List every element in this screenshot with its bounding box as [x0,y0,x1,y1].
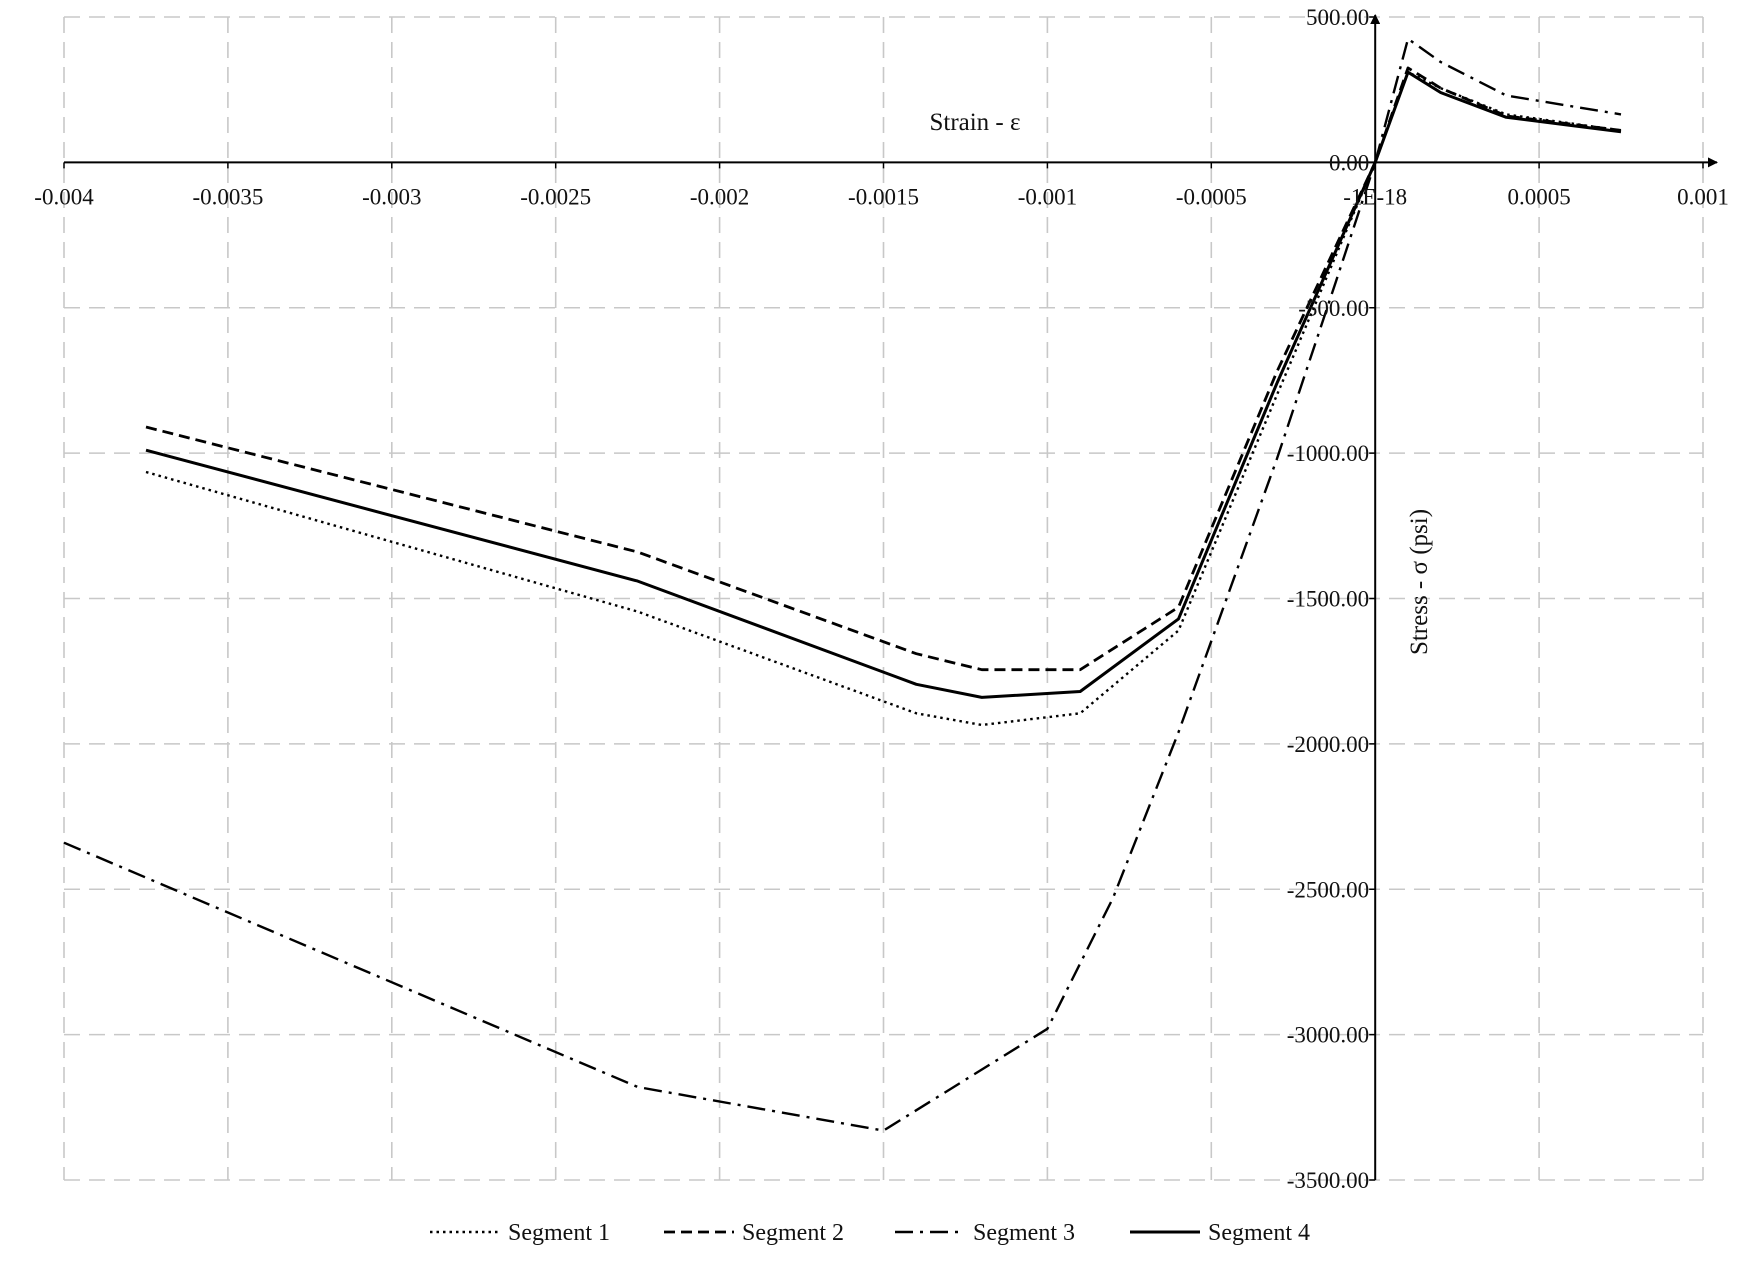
series-line-segment-2 [145,66,1622,672]
x-tick-label: 0.001 [1677,184,1729,209]
legend: Segment 1 Segment 2 Segment 3 Segment 4 [430,1220,1310,1246]
y-tick-label: -3000.00 [1287,1023,1369,1048]
x-tick-label: -0.004 [34,184,94,209]
y-tick-label: -2000.00 [1287,732,1369,757]
x-tick-label: -0.0035 [192,184,263,209]
x-tick-label: -0.002 [690,184,749,209]
x-tick-label: -0.0015 [848,184,919,209]
legend-label-segment-4: Segment 4 [1208,1220,1310,1246]
y-tick-label: 0.00 [1329,150,1369,175]
grid [63,16,1704,1181]
x-tick-label: -0.0005 [1176,184,1247,209]
legend-label-segment-1: Segment 1 [508,1220,610,1246]
series-line-segment-4 [145,70,1622,699]
legend-label-segment-2: Segment 2 [742,1220,844,1246]
x-axis-title: Strain - ε [929,109,1020,136]
series-line-segment-3 [63,37,1622,1132]
x-tick-label: -0.0025 [520,184,591,209]
y-tick-label: 500.00 [1306,5,1369,30]
x-tick-label: -0.001 [1018,184,1077,209]
legend-label-segment-3: Segment 3 [973,1220,1075,1246]
x-tick-label: 0.0005 [1507,184,1570,209]
y-axis-title: Stress - σ (psi) [1406,509,1433,655]
y-tick-label: -2500.00 [1287,877,1369,902]
series-line-segment-1 [145,71,1622,727]
series-layer [63,37,1622,1132]
y-tick-label: -500.00 [1298,296,1369,321]
tick-labels: -0.004 -0.0035 -0.003 -0.0025 -0.002 -0.0015 -… [34,5,1729,1193]
x-tick-label: -1E-18 [1343,184,1407,209]
y-tick-label: -3500.00 [1287,1168,1369,1193]
axes [63,14,1718,1181]
y-tick-label: -1000.00 [1287,441,1369,466]
x-tick-label: -0.003 [362,184,421,209]
y-tick-label: -1500.00 [1287,587,1369,612]
